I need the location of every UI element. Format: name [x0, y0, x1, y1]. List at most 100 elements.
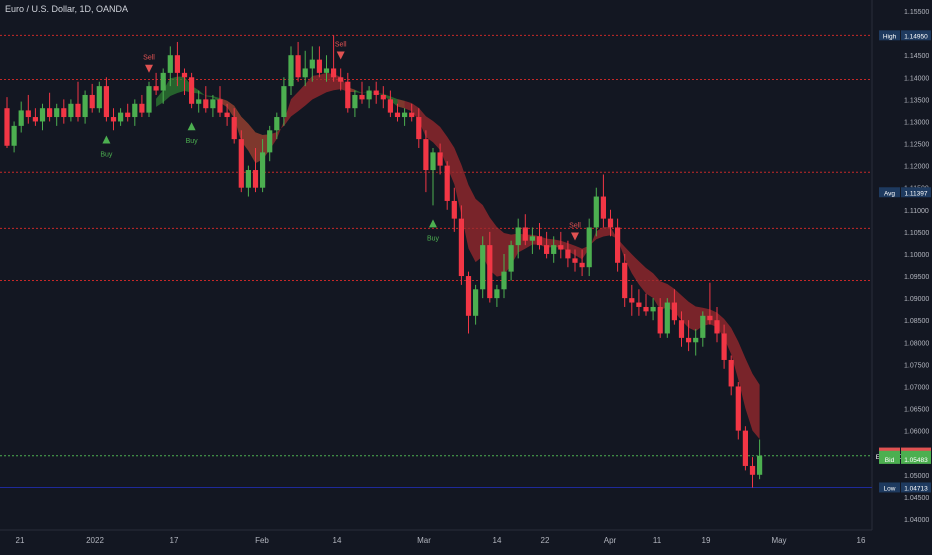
candle — [529, 227, 535, 254]
candle — [125, 103, 131, 122]
candle-body — [501, 271, 507, 290]
candle-body — [89, 94, 95, 109]
candle-body — [380, 94, 386, 100]
candle-body — [742, 430, 748, 466]
candle-body — [643, 306, 649, 312]
candle-body — [260, 152, 266, 188]
candle — [267, 125, 273, 162]
candle-body — [416, 117, 422, 140]
candle-body — [203, 99, 209, 109]
candle — [153, 72, 159, 95]
candle — [238, 130, 244, 193]
candle-body — [181, 72, 188, 78]
candle — [686, 320, 692, 352]
candle — [629, 284, 635, 316]
candle — [714, 306, 720, 343]
candle-body — [252, 170, 259, 188]
candle-body — [96, 86, 102, 109]
candle — [167, 46, 173, 87]
candle — [316, 46, 322, 78]
y-tick-label: 1.06000 — [904, 429, 929, 436]
candle-body — [18, 110, 24, 126]
candle-body — [217, 99, 223, 113]
candle — [678, 311, 685, 347]
candle — [742, 426, 748, 471]
price-label-name: High — [883, 33, 897, 40]
price-label-value-box — [901, 30, 931, 41]
chart-title: Euro / U.S. Dollar, 1D, OANDA — [5, 4, 129, 14]
candle — [657, 298, 663, 338]
candle-body — [153, 86, 159, 91]
candle-body — [54, 108, 60, 118]
candle-body — [295, 55, 301, 78]
candle — [565, 240, 571, 268]
candle — [515, 218, 521, 259]
y-tick-label: 1.07500 — [904, 362, 929, 369]
candle — [75, 81, 81, 122]
candle-body — [757, 455, 763, 475]
candle-body — [75, 103, 81, 118]
candle — [203, 86, 209, 113]
candle — [650, 298, 656, 321]
candle-body — [558, 245, 564, 250]
sell-signal-icon — [571, 232, 579, 241]
candle-body — [402, 112, 408, 118]
candle — [231, 108, 237, 144]
candle — [465, 271, 472, 334]
candle — [118, 108, 124, 126]
price-label-value: 1.14950 — [904, 33, 928, 40]
candle-body — [110, 117, 117, 122]
price-label-value-box — [901, 187, 931, 198]
bearish-cloud — [397, 99, 760, 439]
candle-body — [267, 130, 273, 153]
candle — [132, 99, 138, 126]
candle — [39, 103, 46, 131]
candle-body — [118, 112, 124, 122]
candle-body — [458, 218, 464, 277]
candle-body — [465, 276, 472, 316]
sell-signal-icon — [336, 51, 345, 60]
y-tick-label: 1.14000 — [904, 75, 929, 82]
price-label: Low 1.04713 — [879, 482, 931, 493]
price-label-name: Bid — [885, 457, 895, 464]
candle-body — [693, 337, 699, 343]
candle-body — [323, 68, 330, 73]
sell-signal-label: Sell — [335, 41, 347, 48]
candle — [288, 46, 294, 95]
candle-body — [373, 90, 379, 95]
x-tick-label: 2022 — [86, 536, 104, 545]
candle — [544, 231, 550, 259]
candle-body — [288, 55, 294, 87]
candle-body — [302, 68, 308, 78]
candle-body — [494, 289, 500, 299]
candle-body — [167, 55, 173, 73]
candle — [11, 121, 17, 153]
candle-body — [359, 94, 365, 100]
x-tick-label: 17 — [170, 536, 179, 545]
candle — [735, 382, 741, 440]
candle — [373, 81, 379, 104]
candle — [458, 205, 464, 285]
candle — [607, 209, 614, 237]
candle — [522, 214, 528, 246]
buy-signal-label: Buy — [100, 151, 113, 158]
y-tick-label: 1.05000 — [904, 473, 929, 480]
candle-body — [664, 302, 670, 334]
candle — [146, 81, 152, 118]
candle-body — [586, 227, 592, 268]
candle — [423, 130, 429, 193]
x-tick-label: Apr — [604, 536, 617, 545]
candle — [274, 112, 280, 140]
x-tick-label: 14 — [493, 536, 502, 545]
price-label-name: Low — [884, 485, 896, 492]
price-label-value: 1.05483 — [904, 457, 928, 464]
candle — [196, 90, 202, 113]
candle — [89, 83, 95, 113]
candle — [338, 68, 344, 91]
candle — [252, 147, 259, 193]
candle — [181, 68, 188, 95]
candle-body — [331, 68, 337, 78]
price-label-value-box — [901, 482, 931, 493]
